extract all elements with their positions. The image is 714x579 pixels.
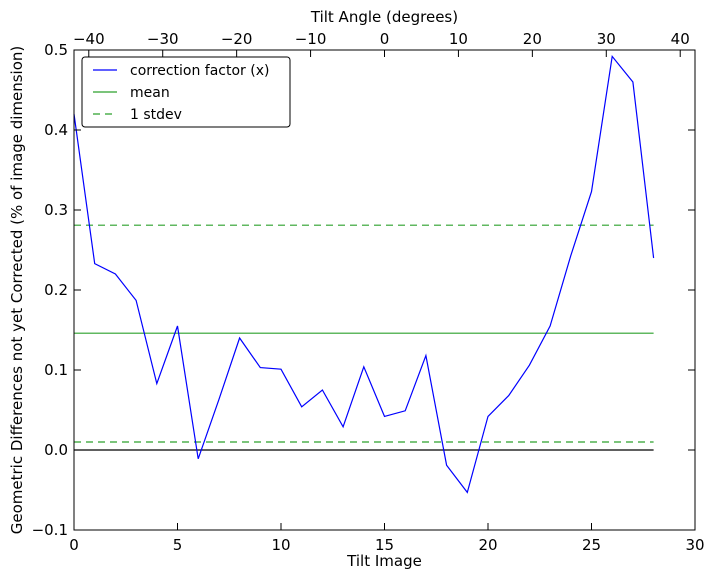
- legend: correction factor (x) mean 1 stdev: [81, 56, 291, 128]
- y-tick-label: 0.4: [44, 121, 68, 139]
- top-axis-title: Tilt Angle (degrees): [310, 8, 458, 26]
- legend-label: 1 stdev: [130, 107, 182, 123]
- x-tick-label: 15: [375, 536, 394, 554]
- x-tick-label: 10: [271, 536, 290, 554]
- top-tick-label: −20: [221, 30, 253, 48]
- series-layer: [73, 54, 655, 494]
- y-tick-label: 0.3: [44, 201, 68, 219]
- correction-factor-x-series-line: [73, 54, 655, 494]
- x-tick-label: 5: [173, 536, 183, 554]
- top-tick-label: −10: [295, 30, 327, 48]
- top-tick-label: 0: [380, 30, 390, 48]
- top-tick-label: −40: [73, 30, 105, 48]
- x-axis-title: Tilt Image: [346, 552, 422, 570]
- y-axis-title: Geometric Differences not yet Corrected …: [8, 46, 26, 535]
- top-tick-label: −30: [147, 30, 179, 48]
- top-tick-label: 20: [523, 30, 542, 48]
- y-tick-label: 0.1: [44, 361, 68, 379]
- legend-label: correction factor (x): [130, 63, 269, 79]
- y-tick-label: −0.1: [32, 521, 68, 539]
- y-tick-label: 0.2: [44, 281, 68, 299]
- top-tick-label: 10: [449, 30, 468, 48]
- x-tick-label: 20: [478, 536, 497, 554]
- y-tick-label: 0.0: [44, 441, 68, 459]
- x-tick-label: 25: [582, 536, 601, 554]
- x-tick-label: 30: [685, 536, 704, 554]
- legend-label: mean: [130, 85, 170, 101]
- legend-box: [81, 56, 291, 128]
- top-tick-label: 40: [671, 30, 690, 48]
- top-tick-label: 30: [597, 30, 616, 48]
- y-tick-label: 0.5: [44, 41, 68, 59]
- x-tick-label: 0: [69, 536, 79, 554]
- plot-frame: [73, 49, 696, 531]
